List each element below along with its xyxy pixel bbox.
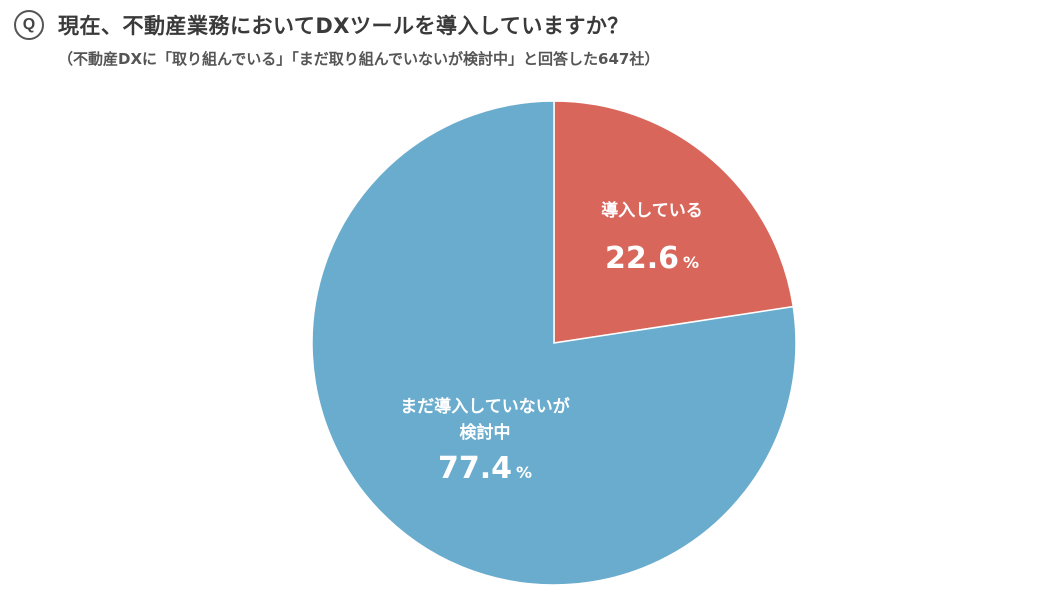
slice-label-1-line-0: まだ導入していないが <box>400 396 570 417</box>
slice-value-0: 22.6% <box>605 241 699 276</box>
slice-label-1-line-1: 検討中 <box>460 422 511 443</box>
slice-value-1: 77.4% <box>438 451 532 486</box>
slice-label-0-line-0: 導入している <box>601 200 703 221</box>
pie-slice-1 <box>311 100 797 586</box>
pie-slice-0 <box>553 100 795 344</box>
question-badge: Q <box>14 10 44 40</box>
question-title: 現在、不動産業務においてDXツールを導入していますか？ <box>58 14 629 38</box>
question-subtitle: （不動産DXに「取り組んでいる」「まだ取り組んでいないが検討中」と回答した647… <box>58 50 660 68</box>
